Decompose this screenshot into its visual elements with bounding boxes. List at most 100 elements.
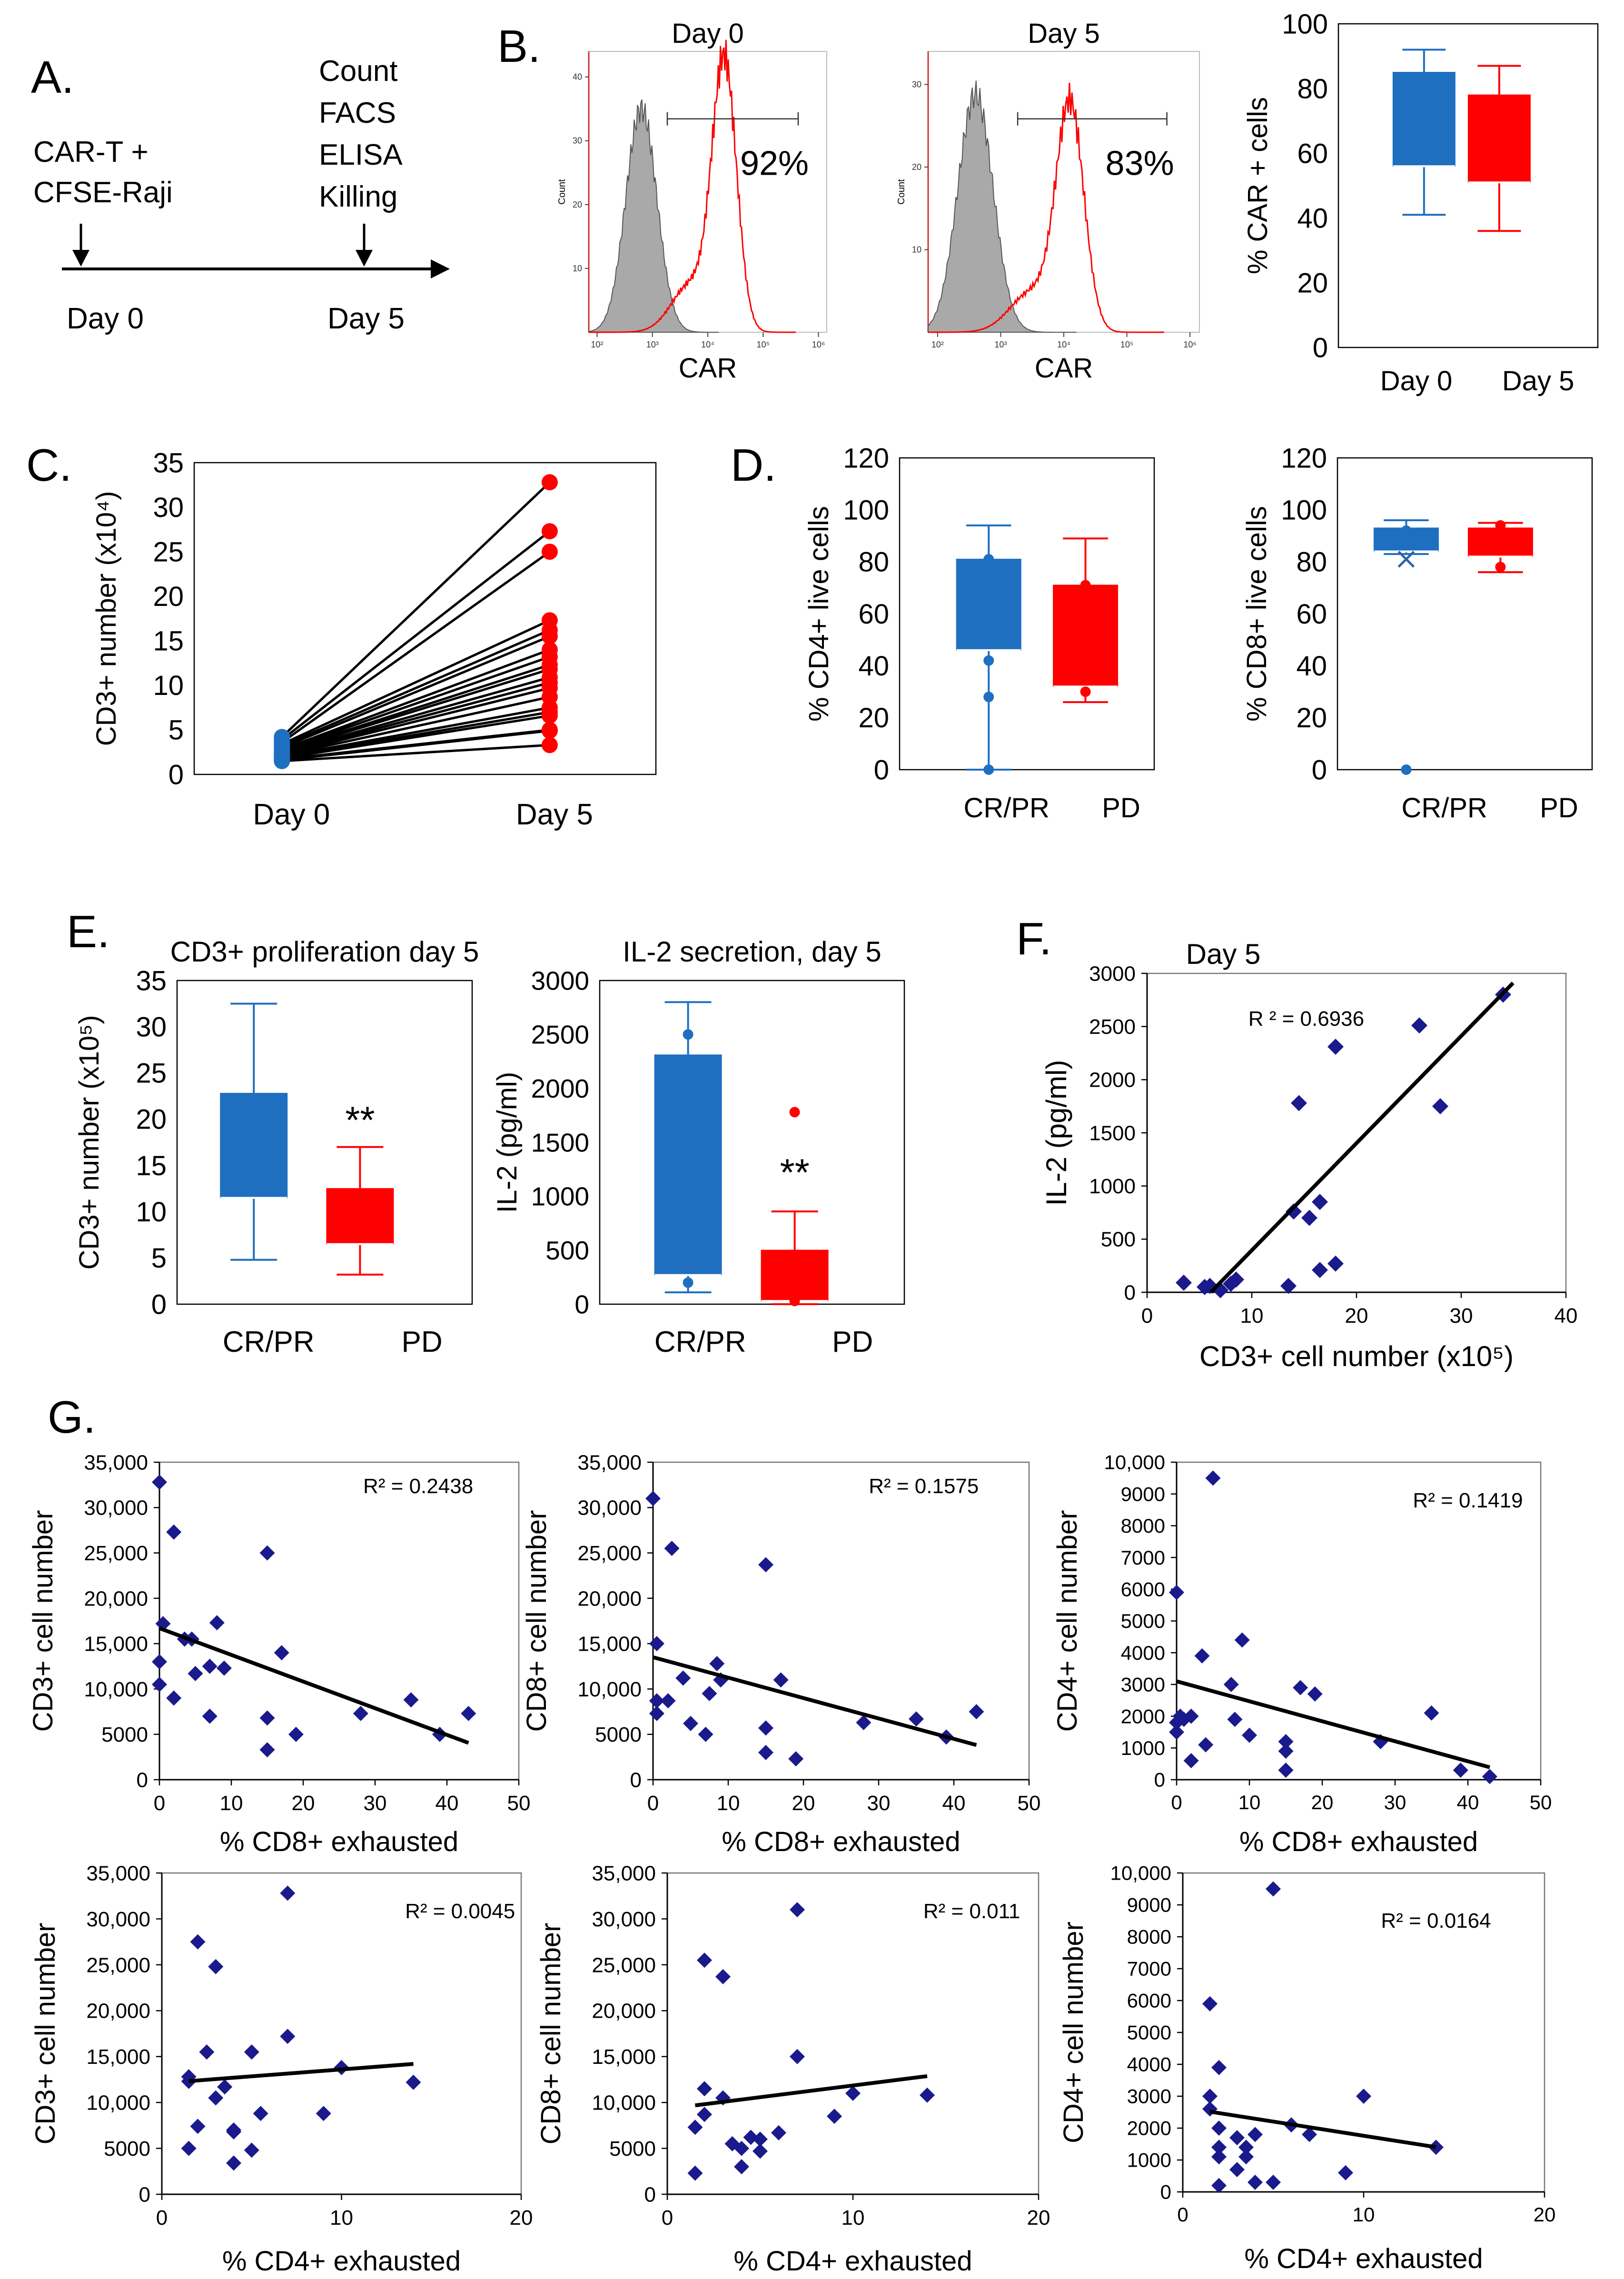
paired-line (282, 743, 550, 763)
data-point (190, 2119, 206, 2134)
y-axis-label: IL-2 (pg/ml) (492, 1072, 523, 1213)
chart-il2-secretion-box: 0 500 1000 1500 2000 2500 3000 IL-2 (pg/ml) CR/P… (492, 936, 905, 1358)
y-tick-label: 25 (136, 1058, 167, 1089)
data-point (1198, 1737, 1214, 1753)
data-point (1291, 1095, 1307, 1111)
y-tick-label: 20 (858, 703, 889, 733)
y-tick-label: 500 (545, 1236, 589, 1265)
trend-line (158, 1626, 469, 1745)
chart-g1-cd3-vs-cd8-exhausted: 0 5000 10,000 15,000 20,000 25,000 30,000 35,00… (28, 1451, 530, 1857)
chart-g5-cd8-vs-cd4-exhausted: 0 5000 10,000 15,000 20,000 25,000 30,000 35,00… (535, 1862, 1050, 2277)
x-tick-label: 30 (1384, 1791, 1406, 1813)
timeline-item-facs: FACS (319, 97, 396, 129)
x-tick-label: 10³ (646, 340, 659, 349)
data-point (709, 1656, 725, 1672)
significance-annotation: ** (780, 1151, 809, 1194)
x-tick-label: 50 (1018, 1792, 1041, 1815)
x-tick-label: 20 (510, 2206, 533, 2229)
data-point (1202, 1996, 1218, 2011)
x-tick-label: 40 (942, 1792, 966, 1815)
timeline-day0-label: Day 0 (67, 302, 144, 335)
y-tick-label: 30,000 (86, 1908, 150, 1931)
chart-title: CD3+ proliferation day 5 (170, 936, 479, 968)
y-tick-label: 6000 (1121, 1578, 1165, 1601)
data-point (687, 2165, 703, 2181)
x-tick-label: 10⁴ (701, 340, 714, 349)
data-point (758, 1720, 773, 1736)
data-point (683, 1715, 698, 1731)
data-point (1338, 2165, 1353, 2180)
y-tick-label: 35,000 (86, 1862, 150, 1885)
x-tick-label: 10³ (994, 340, 1007, 349)
y-tick-label: 30 (912, 79, 921, 89)
y-tick-label: 100 (1282, 9, 1328, 40)
outlier-point (789, 1296, 800, 1307)
paired-line (281, 706, 550, 758)
data-point (909, 1711, 924, 1727)
data-point (1307, 1686, 1323, 1702)
data-point (406, 2074, 421, 2090)
box-pd (1053, 585, 1119, 687)
r-squared-label: R ² = 0.6936 (1248, 1007, 1364, 1031)
data-point (1248, 2127, 1263, 2142)
data-point (244, 2044, 259, 2060)
paired-line (281, 664, 550, 753)
box-pd (1467, 527, 1533, 557)
data-point (202, 1658, 218, 1674)
timeline-left-label-2: CFSE-Raji (33, 176, 173, 209)
plot-frame (599, 980, 905, 1305)
y-axis-label: CD3+ cell number (28, 1510, 59, 1732)
x-tick-label: 30 (364, 1792, 387, 1815)
category-label: Day 0 (253, 798, 330, 831)
chart-g3-cd4-vs-cd8-exhausted: 0 1000 2000 3000 4000 5000 6000 7000 8000 9000 10,… (1052, 1451, 1552, 1857)
data-point (1202, 2089, 1218, 2104)
data-point (1229, 2130, 1245, 2146)
data-point (166, 1524, 182, 1540)
timeline-arrowhead-icon (431, 259, 450, 278)
day5-point (541, 707, 558, 724)
chart-g6-cd4-vs-cd4-exhausted: 0 1000 2000 3000 4000 5000 6000 7000 8000 9000 10,… (1058, 1862, 1555, 2274)
y-tick-label: 7000 (1121, 1546, 1165, 1569)
data-point (166, 1690, 182, 1706)
panel-letter-b: B. (497, 21, 541, 72)
data-point (856, 1714, 871, 1730)
y-axis-label: % CD4+ live cells (803, 506, 834, 722)
category-label: PD (1540, 793, 1578, 823)
y-tick-label: 15,000 (84, 1633, 148, 1656)
day5-arrow-icon (356, 250, 373, 267)
outlier-point (983, 655, 994, 666)
y-tick-label: 60 (858, 599, 889, 630)
box-day-0 (1392, 72, 1456, 167)
x-tick-label: 30 (867, 1792, 891, 1815)
category-label: CR/PR (654, 1326, 746, 1358)
y-tick-label: 100 (1281, 495, 1327, 525)
chart-title: Day 5 (1186, 938, 1261, 970)
data-point (1301, 1209, 1317, 1226)
data-point (226, 2155, 241, 2171)
data-point (1223, 1676, 1239, 1692)
timeline-left-label-1: CAR-T + (33, 136, 149, 168)
timeline-item-elisa: ELISA (319, 139, 403, 171)
y-tick-label: 120 (843, 443, 889, 474)
paired-line (281, 481, 551, 738)
day5-point (541, 523, 558, 540)
data-point (758, 1744, 773, 1760)
data-point (1302, 2127, 1317, 2142)
data-point (181, 2073, 197, 2089)
y-tick-label: 1000 (1121, 1737, 1165, 1759)
chart-g2-cd8-vs-cd8-exhausted: 0 5000 10,000 15,000 20,000 25,000 30,000 35,00… (521, 1451, 1040, 1857)
data-point (353, 1705, 368, 1721)
y-tick-label: 5000 (1121, 1610, 1165, 1632)
paired-line (281, 655, 550, 752)
x-tick-label: 10⁶ (1183, 340, 1196, 349)
y-tick-label: 7000 (1127, 1958, 1171, 1980)
x-axis-label: CD3+ cell number (x10⁵) (1199, 1340, 1514, 1372)
box-cr-pr (220, 1093, 288, 1199)
trend-line (652, 1655, 977, 1747)
histogram-title: Day 0 (672, 18, 744, 49)
significance-annotation: ** (345, 1099, 375, 1141)
y-tick-label: 6000 (1127, 1990, 1171, 2012)
data-point (208, 2090, 224, 2106)
data-point (687, 2120, 703, 2135)
category-label: PD (402, 1326, 443, 1358)
